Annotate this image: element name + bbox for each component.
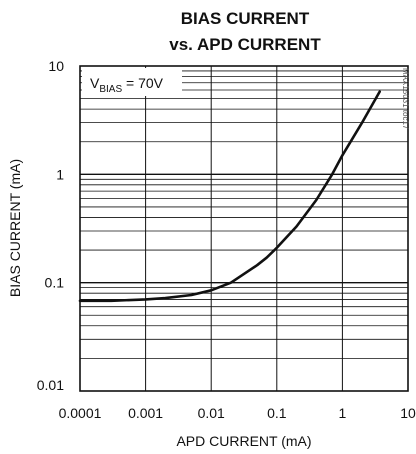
- grid: [80, 66, 408, 391]
- vbias-annotation-main: V: [90, 75, 100, 91]
- vbias-annotation-value: = 70V: [122, 75, 164, 91]
- vbias-annotation: VBIAS = 70V: [90, 75, 164, 95]
- chart-title-line-2: vs. APD CURRENT: [169, 35, 321, 54]
- vbias-annotation-subscript: BIAS: [99, 84, 122, 95]
- watermark: MAX15031 toc17: [401, 68, 410, 130]
- chart-title-line-1: BIAS CURRENT: [181, 9, 310, 28]
- plot-area-border: [79, 65, 409, 392]
- x-tick-label: 0.001: [128, 405, 163, 421]
- tick-labels: 0.0001 0.001 0.01 0.1 1 10 0.01 0.1 1 10: [37, 58, 416, 421]
- x-tick-label: 10: [400, 405, 416, 421]
- x-tick-label: 0.01: [198, 405, 225, 421]
- x-tick-label: 0.0001: [59, 405, 102, 421]
- y-tick-label: 1: [56, 166, 64, 182]
- y-tick-label: 10: [48, 58, 64, 74]
- series-group: [78, 90, 382, 303]
- annotation-background: [82, 68, 182, 96]
- x-tick-label: 0.1: [267, 405, 287, 421]
- y-axis-label: BIAS CURRENT (mA): [7, 159, 23, 297]
- y-tick-label: 0.1: [45, 275, 65, 291]
- series-line: [78, 90, 382, 303]
- x-tick-label: 1: [339, 405, 347, 421]
- y-tick-label: 0.01: [37, 377, 64, 393]
- x-axis-label: APD CURRENT (mA): [176, 433, 311, 449]
